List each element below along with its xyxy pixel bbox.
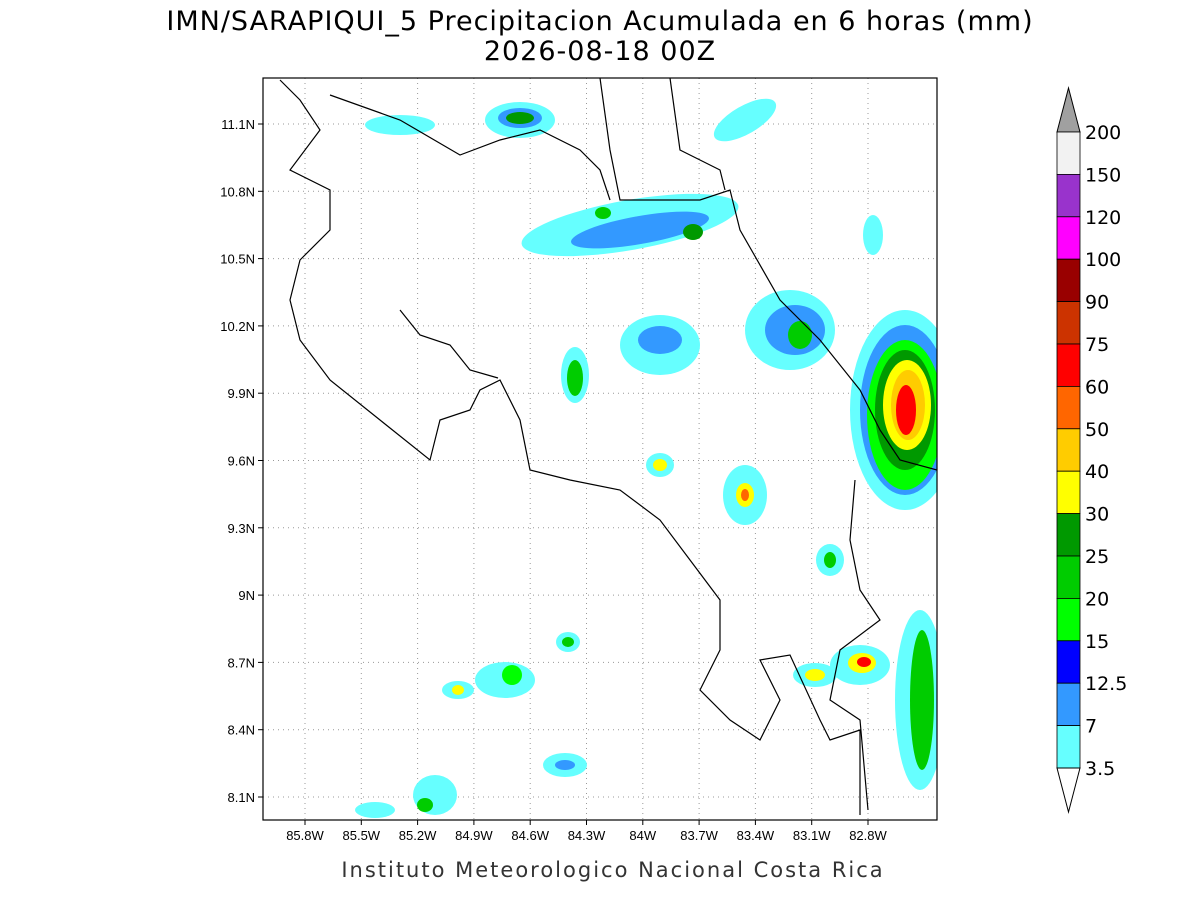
colorbar: 200 150 120 100 90 75 60 50 40 30 25 20 15 12.5 7 3.5 (1056, 86, 1127, 814)
colorbar-label: 30 (1085, 504, 1109, 526)
colorbar-label: 25 (1085, 546, 1109, 568)
colorbar-cap (1056, 767, 1081, 814)
colorbar-label: 12.5 (1085, 673, 1127, 695)
map-frame (262, 77, 938, 821)
colorbar-swatch (1056, 385, 1081, 430)
lat-tick-label: 9.3N (228, 521, 255, 536)
lon-tick-label: 83.1W (793, 828, 831, 843)
colorbar-swatch (1056, 428, 1081, 472)
lat-tick-label: 9.6N (228, 454, 255, 469)
colorbar-swatch (1056, 513, 1081, 557)
colorbar-label: 75 (1085, 334, 1109, 356)
colorbar-cap (1056, 86, 1081, 133)
lat-tick-label: 11.1N (221, 117, 255, 132)
colorbar-label: 150 (1085, 164, 1121, 186)
lon-tick-label: 84.6W (511, 828, 549, 843)
colorbar-swatch (1056, 131, 1081, 175)
colorbar-swatch (1056, 301, 1081, 345)
colorbar-label: 90 (1085, 292, 1109, 314)
colorbar-swatch (1056, 173, 1081, 218)
colorbar-swatch (1056, 470, 1081, 515)
colorbar-label: 40 (1085, 461, 1109, 483)
lon-tick-label: 85.2W (399, 828, 437, 843)
footer: Instituto Meteorologico Nacional Costa R… (341, 858, 884, 882)
colorbar-swatch (1056, 640, 1081, 684)
lon-tick-label: 84.9W (455, 828, 493, 843)
colorbar-label: 50 (1085, 419, 1109, 441)
lat-tick-label: 10.5N (220, 252, 255, 267)
colorbar-swatch (1056, 343, 1081, 387)
lat-tick-label: 9N (238, 588, 255, 603)
lon-tick-label: 82.8W (849, 828, 887, 843)
colorbar-label: 60 (1085, 376, 1109, 398)
colorbar-swatch (1056, 725, 1081, 769)
lat-tick-label: 8.1N (228, 790, 255, 805)
colorbar-swatch (1056, 555, 1081, 599)
colorbar-label: 7 (1085, 716, 1097, 738)
colorbar-label: 200 (1085, 122, 1121, 144)
lon-tick-label: 85.8W (286, 828, 324, 843)
lon-tick-label: 84.3W (568, 828, 606, 843)
lat-tick-label: 9.9N (228, 386, 255, 401)
colorbar-label: 100 (1085, 249, 1121, 271)
lon-tick-label: 85.5W (343, 828, 381, 843)
lon-tick-label: 83.7W (680, 828, 718, 843)
colorbar-label: 3.5 (1085, 758, 1115, 780)
colorbar-swatch (1056, 682, 1081, 727)
colorbar-swatch (1056, 258, 1081, 303)
lat-tick-label: 10.2N (220, 319, 255, 334)
colorbar-swatch (1056, 216, 1081, 260)
colorbar-swatch (1056, 598, 1081, 642)
colorbar-label: 120 (1085, 207, 1121, 229)
title: IMN/SARAPIQUI_5 Precipitacion Acumulada … (166, 6, 1033, 37)
colorbar-label: 15 (1085, 631, 1109, 653)
lon-tick-label: 84W (629, 828, 656, 843)
lat-tick-label: 8.4N (228, 723, 255, 738)
precipitation-field (279, 78, 937, 818)
lat-tick-label: 10.8N (220, 184, 255, 199)
lat-tick-label: 8.7N (228, 655, 255, 670)
lon-tick-label: 83.4W (737, 828, 775, 843)
grid: 11.1N 10.8N 10.5N 10.2N 9.9N 9.6N 9.3N 9N 8.7N 8.… (220, 78, 937, 843)
subtitle: 2026-08-18 00Z (484, 36, 716, 67)
colorbar-label: 20 (1085, 588, 1109, 610)
